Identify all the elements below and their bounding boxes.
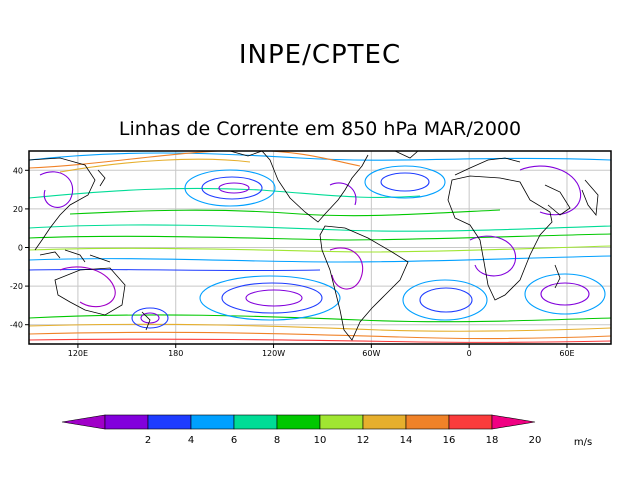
anticyclone bbox=[140, 312, 160, 324]
colorbar-label: 10 bbox=[314, 435, 327, 446]
y-tick-label: 0 bbox=[18, 244, 23, 253]
x-tick-label: 120E bbox=[68, 349, 88, 358]
streamline bbox=[329, 247, 364, 290]
streamline bbox=[469, 235, 516, 277]
streamline bbox=[59, 158, 251, 173]
colorbar-label: 18 bbox=[486, 435, 499, 446]
y-tick-label: -20 bbox=[10, 282, 23, 291]
colorbar-segment bbox=[319, 414, 364, 430]
anticyclone bbox=[540, 282, 590, 306]
y-tick-label: -40 bbox=[10, 321, 23, 330]
colorbar-min-triangle bbox=[61, 414, 106, 430]
anticyclone bbox=[364, 165, 446, 199]
streamline bbox=[329, 182, 357, 206]
colorbar-label: 12 bbox=[357, 435, 370, 446]
colorbar-segment bbox=[104, 414, 149, 430]
streamline bbox=[39, 171, 74, 208]
coastline-asia bbox=[29, 157, 96, 251]
streamline bbox=[29, 224, 611, 232]
coastline-south-america bbox=[319, 225, 409, 341]
streamline bbox=[519, 165, 582, 216]
colorbar-segment bbox=[233, 414, 278, 430]
anticyclone bbox=[419, 287, 473, 313]
colorbar-segment bbox=[448, 414, 493, 430]
anticyclone bbox=[201, 176, 263, 200]
colorbar: 2 4 6 8 10 12 14 16 18 20 m/s bbox=[61, 414, 592, 448]
coastline-arabia bbox=[544, 184, 571, 216]
x-tick-label: 60E bbox=[559, 349, 574, 358]
coastline-new-zealand bbox=[141, 311, 151, 331]
y-tick-label: 20 bbox=[13, 205, 23, 214]
streamlines bbox=[29, 151, 611, 343]
anticyclone bbox=[221, 282, 323, 314]
x-axis: 120E 180 120W 60W 0 60E bbox=[68, 344, 575, 358]
colorbar-unit: m/s bbox=[574, 437, 592, 448]
anticyclone bbox=[402, 279, 488, 321]
anticyclone bbox=[199, 275, 341, 321]
colorbar-label: 8 bbox=[274, 435, 280, 446]
colorbar-segment bbox=[276, 414, 321, 430]
coastline-indonesia bbox=[39, 249, 111, 263]
colorbar-label: 16 bbox=[443, 435, 456, 446]
coastline-australia bbox=[54, 267, 126, 316]
colorbar-label: 20 bbox=[529, 435, 542, 446]
colorbar-segment bbox=[190, 414, 235, 430]
anticyclone bbox=[184, 169, 276, 207]
streamline bbox=[29, 331, 611, 340]
streamline bbox=[29, 314, 611, 323]
x-tick-label: 180 bbox=[168, 349, 183, 358]
coastline-africa bbox=[447, 175, 553, 301]
colorbar-segment bbox=[362, 414, 407, 430]
streamline bbox=[29, 255, 611, 263]
coastlines bbox=[29, 151, 599, 341]
colorbar-label: 14 bbox=[400, 435, 413, 446]
streamline bbox=[59, 266, 116, 308]
coastline-japan bbox=[97, 169, 106, 187]
y-axis: 40 20 0 -20 -40 bbox=[10, 166, 29, 330]
coastline-india bbox=[581, 179, 599, 217]
x-tick-label: 0 bbox=[467, 349, 472, 358]
streamline bbox=[29, 245, 611, 253]
x-tick-label: 120W bbox=[262, 349, 285, 358]
coastline-madagascar bbox=[554, 264, 561, 289]
colorbar-segment bbox=[405, 414, 450, 430]
y-tick-label: 40 bbox=[13, 166, 23, 175]
page-title: INPE/CPTEC bbox=[238, 40, 402, 70]
streamline bbox=[29, 323, 611, 332]
coastline-alaska bbox=[229, 151, 263, 157]
anticyclone bbox=[380, 172, 430, 192]
colorbar-segment bbox=[147, 414, 192, 430]
streamline bbox=[29, 187, 421, 199]
x-tick-label: 60W bbox=[362, 349, 380, 358]
coastline-europe bbox=[454, 157, 521, 176]
map-title: Linhas de Corrente em 850 hPa MAR/2000 bbox=[118, 118, 522, 140]
anticyclone bbox=[131, 307, 169, 329]
colorbar-max-triangle bbox=[491, 414, 536, 430]
anticyclone bbox=[218, 182, 250, 194]
colorbar-label: 6 bbox=[231, 435, 237, 446]
coastline-north-america bbox=[261, 151, 369, 223]
streamline bbox=[29, 338, 611, 343]
anticyclone bbox=[524, 273, 606, 315]
streamline bbox=[69, 209, 501, 217]
colorbar-label: 2 bbox=[145, 435, 151, 446]
streamline bbox=[29, 233, 611, 241]
streamline bbox=[29, 151, 361, 169]
coastline-greenland bbox=[394, 151, 419, 159]
streamline bbox=[29, 268, 321, 272]
anticyclone bbox=[245, 289, 303, 307]
colorbar-label: 4 bbox=[188, 435, 194, 446]
